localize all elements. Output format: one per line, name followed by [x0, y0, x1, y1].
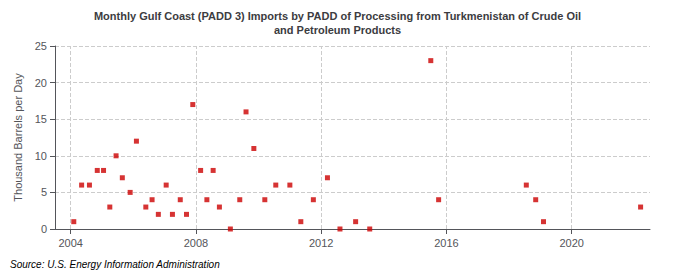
svg-text:2020: 2020 — [559, 237, 583, 249]
svg-text:15: 15 — [35, 113, 47, 125]
svg-text:5: 5 — [41, 186, 47, 198]
svg-text:Source: U.S. Energy Informatio: Source: U.S. Energy Information Administ… — [10, 259, 220, 270]
svg-text:and Petroleum Products: and Petroleum Products — [274, 24, 401, 36]
svg-text:2008: 2008 — [184, 237, 208, 249]
svg-text:0: 0 — [41, 223, 47, 235]
svg-text:10: 10 — [35, 150, 47, 162]
svg-text:Thousand Barrels per Day: Thousand Barrels per Day — [12, 73, 24, 202]
svg-text:25: 25 — [35, 40, 47, 52]
svg-text:2012: 2012 — [309, 237, 333, 249]
svg-text:Monthly Gulf Coast (PADD 3) Im: Monthly Gulf Coast (PADD 3) Imports by P… — [94, 10, 581, 22]
svg-text:2016: 2016 — [434, 237, 458, 249]
svg-text:20: 20 — [35, 77, 47, 89]
svg-text:2004: 2004 — [58, 237, 82, 249]
